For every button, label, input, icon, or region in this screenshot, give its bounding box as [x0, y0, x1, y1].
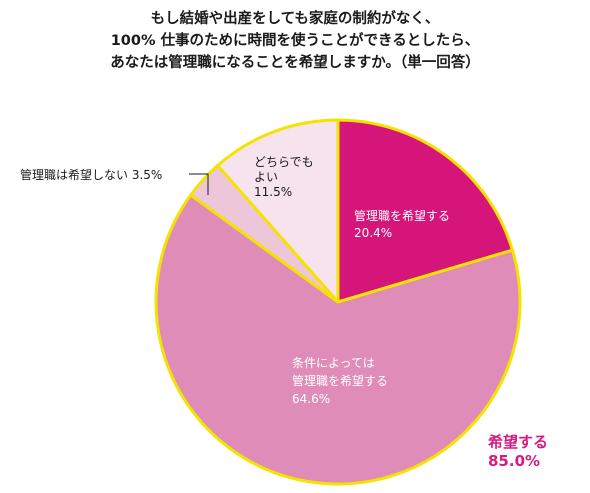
title-line-1: もし結婚や出産をしても家庭の制約がなく、 — [150, 11, 440, 27]
slice-conditional — [154, 193, 522, 486]
slice-either — [216, 118, 340, 304]
slice-leader-line — [189, 173, 209, 195]
chart-title: もし結婚や出産をしても家庭の制約がなく、 100% 仕事のために時間を使うことが… — [40, 8, 550, 74]
slice-label-either: どちらでも よい 11.5% — [254, 155, 317, 199]
pie-labels: 管理職を希望する 20.4% 条件によっては 管理職を希望する 64.6% 管理… — [20, 155, 553, 470]
slice-label-conditional: 条件によっては 管理職を希望する 64.6% — [292, 356, 392, 406]
pie-slices — [154, 118, 522, 486]
summary-label: 希望する 85.0% — [488, 433, 553, 470]
title-line-2: 100% 仕事のために時間を使うことができるとしたら、 — [110, 33, 480, 49]
slice-label-no-hope: 管理職は希望しない 3.5% — [20, 167, 162, 182]
title-line-3: あなたは管理職になることを希望しますか。（単一回答） — [110, 55, 480, 71]
slice-manager-hope — [336, 118, 514, 304]
slice-label-manager-hope: 管理職を希望する 20.4% — [354, 208, 454, 240]
